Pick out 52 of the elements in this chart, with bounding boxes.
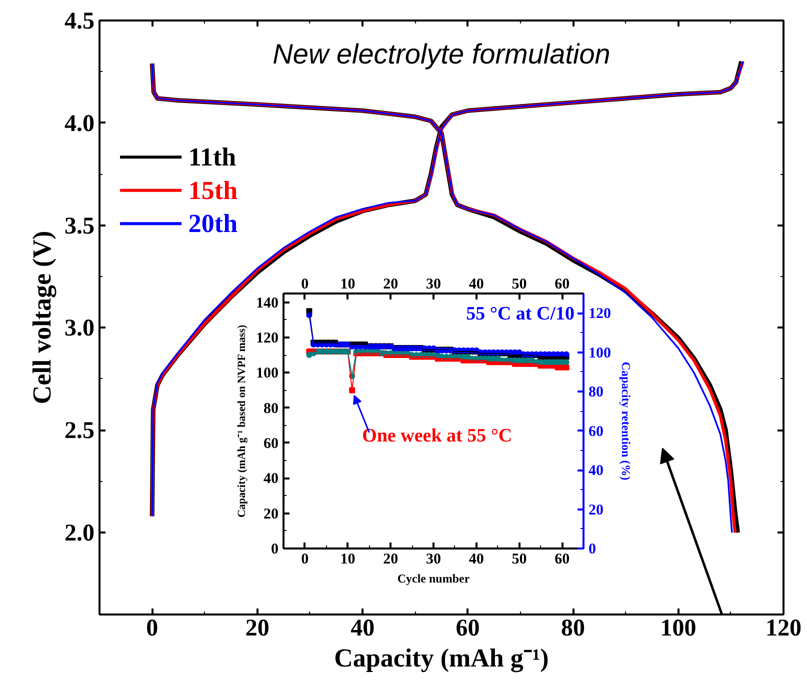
y2-tick-label: 40	[588, 463, 604, 480]
x-tick-label: 60	[554, 276, 570, 292]
x2-tick-label: 50	[512, 552, 527, 568]
y2-axis-title: Capacity retention (%)	[619, 362, 633, 480]
y2-tick-label: 60	[588, 424, 604, 440]
x-tick-label: 50	[512, 276, 527, 292]
x2-tick-label: 20	[383, 552, 398, 568]
x-axis-title: Capacity (mAh g⁻¹)	[334, 644, 549, 672]
y-tick-label: 120	[256, 330, 278, 346]
x-tick-label: 120	[766, 616, 802, 642]
y2-tick-label: 80	[588, 384, 604, 401]
y-tick-label: 20	[264, 506, 278, 522]
y-tick-label: 100	[256, 366, 278, 382]
y2-tick-label: 0	[588, 542, 596, 558]
x-axis-title: Cycle number	[397, 572, 470, 586]
y-tick-label: 140	[256, 295, 278, 312]
x-tick-label: 0	[146, 616, 158, 642]
x2-tick-label: 10	[340, 552, 356, 568]
x-tick-label: 100	[660, 616, 696, 642]
y-tick-label: 2.0	[64, 520, 94, 547]
x2-tick-label: 60	[554, 552, 570, 568]
x-tick-label: 40	[350, 616, 375, 642]
legend-label: 15th	[188, 176, 238, 205]
y-tick-label: 40	[264, 471, 278, 488]
x2-tick-label: 40	[468, 552, 484, 568]
y2-tick-label: 20	[588, 502, 604, 518]
y-tick-label: 80	[264, 400, 278, 417]
y-tick-label: 3.5	[64, 213, 94, 240]
x-tick-label: 20	[383, 276, 398, 292]
y2-tick-label: 100	[588, 345, 611, 362]
y2-tick-label: 120	[588, 306, 611, 322]
y-tick-label: 4.5	[64, 8, 94, 34]
y-axis-title: Cell voltage (V)	[28, 230, 56, 404]
text: New electrolyte formulation	[272, 38, 610, 70]
x2-tick-label: 30	[426, 552, 441, 568]
y-axis-title: Capacity (mAh g⁻¹ based on NVPF mass)	[236, 324, 248, 518]
y-tick-label: 2.5	[64, 418, 94, 444]
x-tick-label: 80	[561, 616, 586, 642]
legend-label: 11th	[188, 142, 237, 172]
legend-label: 20th	[188, 209, 238, 238]
x-tick-label: 10	[340, 276, 356, 292]
annotation: One week at 55 °C	[362, 426, 512, 447]
y-tick-label: 60	[264, 436, 278, 452]
x-tick-label: 40	[468, 276, 484, 292]
x2-tick-label: 0	[301, 552, 309, 568]
y-tick-label: 0	[271, 542, 278, 558]
x-tick-label: 60	[456, 616, 480, 642]
x-tick-label: 30	[426, 276, 441, 292]
y-tick-label: 3.0	[64, 316, 94, 342]
x-tick-label: 0	[301, 276, 309, 292]
y-tick-label: 4.0	[64, 110, 94, 137]
annotation: 55 °C at C/10	[466, 304, 575, 325]
